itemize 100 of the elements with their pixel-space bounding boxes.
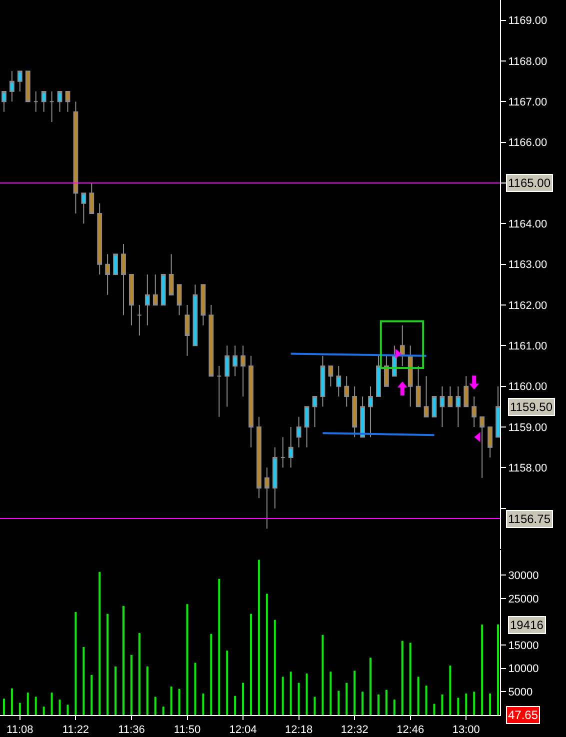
text: 1159.50: [510, 400, 553, 414]
candlestick: [192, 284, 198, 346]
candlestick: [496, 386, 500, 438]
candlestick: [113, 254, 118, 275]
bar: [449, 666, 452, 715]
candlestick: [176, 284, 182, 316]
bar: [146, 666, 148, 715]
bar: [489, 694, 492, 715]
candlestick: [136, 304, 142, 336]
bar: [234, 696, 236, 715]
candlestick: [17, 70, 22, 92]
candlestick: [352, 386, 358, 438]
candlestick: [416, 366, 421, 408]
y-tick-label: 1163.00: [508, 259, 548, 272]
candlestick: [488, 426, 492, 458]
x-tick-label: 12:18: [285, 724, 313, 736]
y-tick-label: 1168.00: [508, 56, 548, 68]
x-tick-label: 12:32: [340, 724, 368, 736]
candlestick: [105, 254, 110, 296]
candlestick: [129, 274, 134, 326]
bar: [186, 604, 188, 715]
candlestick: [320, 355, 326, 408]
candlestick: [65, 91, 70, 112]
candlestick: [10, 70, 14, 102]
candlestick: [168, 254, 174, 296]
candlestick: [368, 386, 373, 438]
candlestick: [312, 396, 318, 428]
y-tick-label: 30000: [508, 570, 539, 582]
candlestick: [232, 345, 238, 377]
candlestick: [89, 182, 94, 214]
candlestick: [400, 324, 405, 366]
candlestick: [49, 91, 54, 122]
y-tick-label: 25000: [508, 593, 539, 606]
candlestick: [216, 366, 222, 418]
x-tick-label: 11:08: [6, 724, 34, 736]
bar: [401, 640, 404, 715]
bar: [322, 634, 324, 715]
x-tick-label: 12:46: [396, 724, 424, 736]
ref-line-label: 1165.00: [508, 176, 551, 190]
y-tick-label: 15000: [508, 640, 539, 652]
candlestick: [456, 386, 461, 428]
candlestick: [240, 345, 246, 397]
candlestick: [376, 355, 381, 397]
candlestick: [272, 446, 278, 509]
y-tick-label: 1161.00: [508, 340, 548, 353]
candlestick: [440, 386, 445, 428]
candlestick: [344, 376, 350, 408]
bar: [58, 700, 61, 715]
bar: [106, 614, 109, 715]
candlestick: [2, 91, 6, 112]
candlestick: [304, 406, 310, 448]
y-tick-label: 1164.00: [508, 218, 548, 231]
candlestick: [280, 436, 286, 468]
candlestick: [296, 416, 302, 448]
candlestick: [152, 274, 158, 306]
y-tick-label: 1160.00: [508, 381, 548, 394]
candlestick: [256, 416, 262, 499]
candlestick: [424, 376, 429, 418]
text: 19416: [510, 618, 544, 632]
bar: [194, 662, 196, 715]
x-tick-label: 11:36: [118, 724, 145, 736]
y-tick-label: 1166.00: [508, 137, 548, 150]
candlestick: [432, 396, 437, 418]
candlestick: [264, 467, 270, 530]
y-tick-label: 1159.00: [508, 422, 548, 434]
candlestick: [184, 304, 190, 356]
x-tick-label: 11:22: [62, 724, 90, 736]
ref-line-label: 1156.75: [508, 512, 551, 526]
candlestick: [121, 244, 126, 316]
y-tick-label: 10000: [508, 663, 539, 676]
candlestick: [288, 426, 294, 468]
bar: [18, 702, 21, 715]
candlestick: [472, 396, 477, 428]
y-tick-label: 1169.00: [508, 15, 548, 28]
x-tick-label: 12:04: [229, 724, 257, 736]
text: 47.65: [508, 708, 538, 722]
x-tick-label: 13:00: [452, 724, 480, 736]
candlestick: [25, 70, 30, 102]
candlestick: [57, 91, 62, 112]
candlestick: [448, 386, 453, 408]
candlestick: [41, 91, 46, 112]
y-tick-label: 5000: [508, 686, 533, 699]
bar: [274, 620, 276, 715]
y-tick-label: 1158.00: [508, 462, 548, 475]
candlestick: [464, 376, 469, 408]
x-tick-label: 11:50: [174, 724, 201, 736]
candlestick: [208, 304, 214, 377]
candlestick: [336, 366, 342, 397]
candlestick: [360, 396, 365, 438]
candlestick: [224, 345, 230, 408]
candlestick: [144, 274, 150, 326]
candlestick: [73, 101, 78, 214]
candlestick: [408, 345, 413, 408]
candlestick: [328, 366, 334, 387]
candlestick: [480, 416, 485, 478]
candlestick: [200, 284, 206, 326]
bar: [362, 692, 364, 715]
candlestick: [384, 355, 389, 387]
candlestick: [33, 91, 38, 112]
y-tick-label: 1162.00: [508, 300, 548, 312]
